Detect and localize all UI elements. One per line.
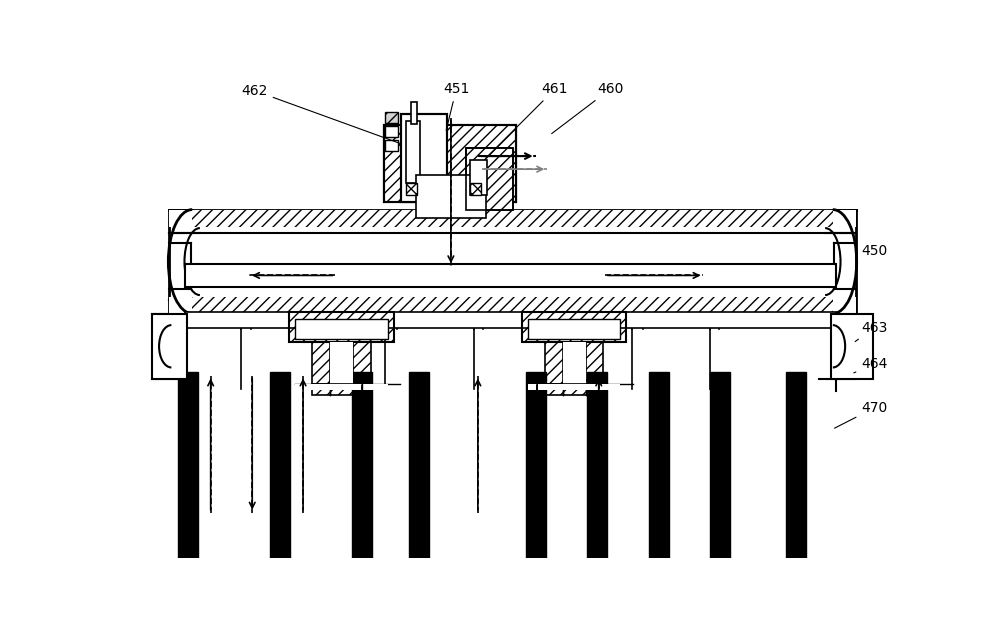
- Bar: [385, 140, 398, 150]
- Bar: [831, 314, 873, 379]
- Bar: [528, 384, 620, 390]
- Text: 460: 460: [552, 82, 623, 134]
- Bar: [406, 122, 420, 183]
- Bar: [470, 160, 487, 194]
- Bar: [384, 125, 516, 203]
- Bar: [152, 314, 187, 379]
- Bar: [545, 384, 603, 395]
- Bar: [401, 113, 447, 203]
- Bar: [178, 372, 198, 558]
- Bar: [586, 342, 603, 384]
- Bar: [312, 342, 330, 384]
- Text: 450: 450: [855, 244, 888, 258]
- Bar: [522, 312, 626, 342]
- Bar: [411, 102, 417, 124]
- Bar: [169, 210, 192, 227]
- Bar: [169, 297, 192, 314]
- Bar: [185, 264, 836, 287]
- Bar: [169, 297, 856, 314]
- Bar: [401, 113, 447, 203]
- Bar: [470, 183, 481, 196]
- Bar: [545, 342, 563, 384]
- Bar: [409, 372, 429, 558]
- Bar: [833, 297, 856, 314]
- Text: 464: 464: [854, 357, 888, 373]
- Bar: [586, 342, 603, 384]
- Bar: [384, 125, 516, 203]
- Bar: [401, 113, 447, 203]
- Bar: [526, 372, 546, 558]
- Text: 461: 461: [486, 82, 568, 158]
- Text: 470: 470: [835, 401, 888, 428]
- Bar: [563, 342, 586, 384]
- Bar: [786, 372, 806, 558]
- Bar: [649, 372, 669, 558]
- Bar: [289, 312, 394, 342]
- Bar: [522, 312, 626, 342]
- Bar: [353, 342, 371, 384]
- Bar: [587, 372, 607, 558]
- Bar: [295, 384, 388, 390]
- Bar: [528, 319, 620, 339]
- Bar: [169, 210, 856, 227]
- Bar: [330, 342, 353, 384]
- Bar: [833, 210, 856, 227]
- Text: 462: 462: [241, 83, 401, 144]
- Bar: [353, 342, 371, 384]
- Text: 463: 463: [855, 321, 888, 342]
- Bar: [710, 372, 730, 558]
- Bar: [545, 342, 563, 384]
- Bar: [406, 183, 417, 196]
- Bar: [385, 126, 398, 137]
- Bar: [545, 384, 603, 395]
- Bar: [312, 384, 371, 395]
- Bar: [312, 384, 371, 395]
- Bar: [466, 149, 512, 210]
- Bar: [352, 372, 372, 558]
- Bar: [152, 210, 873, 314]
- Bar: [289, 312, 394, 342]
- Bar: [416, 176, 486, 218]
- Bar: [385, 112, 398, 123]
- Bar: [466, 149, 512, 210]
- Bar: [312, 342, 330, 384]
- Bar: [295, 319, 388, 339]
- Bar: [185, 312, 836, 328]
- Text: 451: 451: [443, 82, 469, 130]
- Bar: [270, 372, 290, 558]
